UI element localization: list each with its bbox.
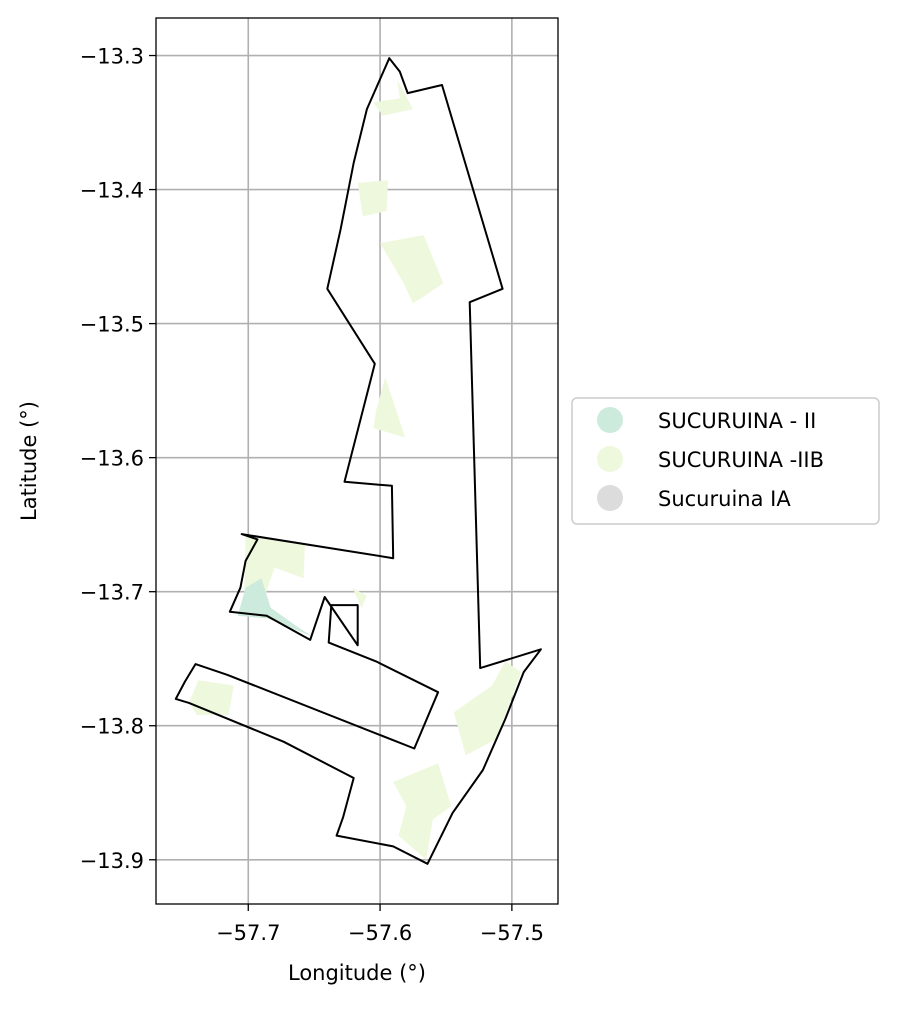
boundary-layer xyxy=(174,57,542,865)
municipality-boundary xyxy=(174,57,542,865)
zone-polygon xyxy=(237,578,315,638)
zone-layer xyxy=(189,79,522,860)
legend: SUCURUINA - II SUCURUINA -IIB Sucuruina IA xyxy=(571,397,880,525)
x-tick-label: −57.7 xyxy=(216,921,280,945)
legend-marker xyxy=(597,485,623,511)
x-tick-label: −57.5 xyxy=(480,921,544,945)
y-tick-label: −13.6 xyxy=(80,447,144,471)
tick-layer: −57.7 −57.6 −57.5 −13.3 −13.4 −13.5 −13.6 −13.7… xyxy=(80,45,544,945)
y-tick-label: −13.4 xyxy=(80,179,144,203)
zone-polygon xyxy=(380,235,444,304)
plot-frame xyxy=(155,17,559,905)
legend-label: Sucuruina IA xyxy=(658,487,791,511)
x-tick-label: −57.6 xyxy=(348,921,412,945)
y-tick-label: −13.3 xyxy=(80,45,144,69)
zone-polygon xyxy=(357,180,388,217)
zone-polygon xyxy=(373,79,413,116)
y-tick-label: −13.7 xyxy=(80,581,144,605)
y-axis-label: Latitude (°) xyxy=(17,401,41,521)
y-tick-label: −13.5 xyxy=(80,313,144,337)
legend-box xyxy=(571,397,880,525)
legend-label: SUCURUINA - II xyxy=(658,409,816,433)
y-tick-label: −13.8 xyxy=(80,715,144,739)
zone-polygon xyxy=(453,661,522,756)
y-tick-label: −13.9 xyxy=(80,849,144,873)
legend-marker xyxy=(597,446,623,472)
legend-label: SUCURUINA -IIB xyxy=(658,448,824,472)
zone-polygon xyxy=(352,587,367,608)
zone-polygon xyxy=(189,680,234,715)
zone-polygon xyxy=(373,377,406,438)
zone-polygon xyxy=(393,763,452,860)
legend-marker xyxy=(597,407,623,433)
x-axis-label: Longitude (°) xyxy=(288,961,426,985)
